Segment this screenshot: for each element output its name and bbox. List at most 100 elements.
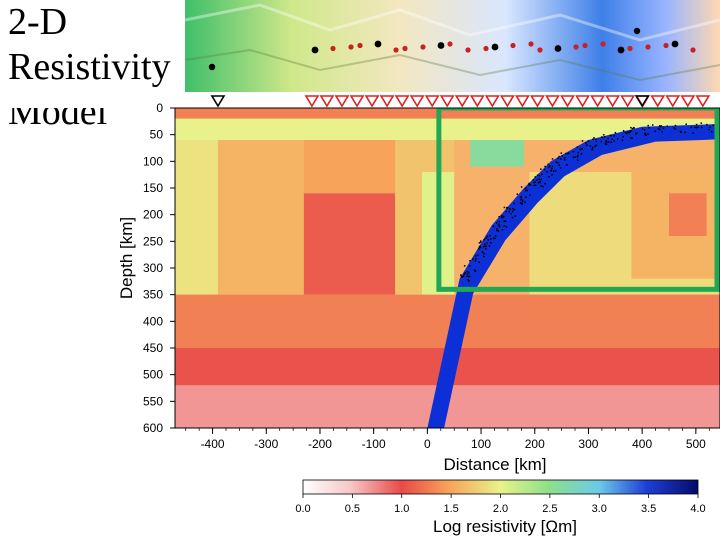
earthquake-dot <box>482 246 485 248</box>
earthquake-dot <box>648 127 650 129</box>
earthquake-dot <box>494 234 497 237</box>
volcano-dot <box>330 45 336 52</box>
earthquake-dot <box>483 255 485 258</box>
earthquake-dot <box>496 228 498 230</box>
earthquake-dot <box>685 123 687 125</box>
earthquake-dot <box>622 130 625 132</box>
earthquake-dot <box>541 173 543 176</box>
earthquake-dot <box>652 124 654 126</box>
resistivity-block-14 <box>470 140 525 167</box>
earthquake-dot <box>710 131 713 133</box>
earthquake-dot <box>552 170 555 172</box>
earthquake-dot <box>468 271 470 274</box>
earthquake-dot <box>595 138 597 141</box>
resistivity-block-3 <box>217 140 304 295</box>
station-marker <box>334 95 350 108</box>
earthquake-dot <box>558 155 560 158</box>
earthquake-dot <box>558 164 561 167</box>
earthquake-dot <box>503 225 505 227</box>
earthquake-dot <box>563 157 566 159</box>
earthquake-dot <box>579 148 581 151</box>
earthquake-dot <box>554 170 557 172</box>
earthquake-dot <box>680 131 682 134</box>
earthquake-dot <box>464 272 466 274</box>
earthquake-dot <box>607 137 609 140</box>
earthquake-dot <box>700 122 703 124</box>
x-tick-label: -100 <box>362 437 386 451</box>
earthquake-dot <box>580 148 583 150</box>
y-tick-label: 450 <box>143 341 163 355</box>
colorbar-tick-label: 3.0 <box>592 503 607 515</box>
earthquake-dot <box>509 208 511 211</box>
earthquake-dot <box>709 126 711 128</box>
earthquake-dot <box>576 146 579 148</box>
earthquake-dot <box>520 186 523 188</box>
earthquake-dot <box>477 248 480 250</box>
earthquake-dot <box>529 194 531 196</box>
station-marker <box>469 95 485 108</box>
station-marker <box>514 95 530 108</box>
earthquake-dot <box>659 128 661 131</box>
earthquake-dot <box>486 235 489 238</box>
earthquake-dot <box>548 166 550 169</box>
earthquake-dot <box>478 261 480 264</box>
earthquake-dot <box>477 254 479 257</box>
target-box <box>436 108 720 292</box>
station-marker <box>349 95 365 108</box>
earthquake-dot <box>528 182 530 185</box>
earthquake-dot <box>695 123 698 126</box>
earthquake-dot <box>565 152 567 155</box>
earthquake-dot <box>501 229 504 231</box>
earthquake-dot <box>563 159 566 161</box>
earthquake-dot <box>468 280 470 282</box>
x-tick-label: 200 <box>525 437 545 451</box>
earthquake-dot <box>534 176 537 178</box>
colorbar-tick-label: 2.0 <box>493 503 508 515</box>
volcano-dot <box>402 45 408 52</box>
volcano-dot <box>537 47 543 53</box>
earthquake-dot <box>461 276 463 278</box>
earthquake-dot <box>540 168 542 170</box>
earthquake-dot <box>463 265 466 267</box>
earthquake-dot <box>466 271 468 273</box>
earthquake-dot <box>708 128 710 131</box>
earthquake-dot <box>550 169 552 172</box>
earthquake-dot <box>555 161 558 163</box>
earthquake-dot <box>488 245 491 247</box>
earthquake-dot <box>510 213 512 215</box>
earthquake-dot <box>636 132 638 135</box>
earthquake-dot <box>560 152 563 154</box>
earthquake-dot <box>647 133 649 135</box>
earthquake-dot <box>645 134 647 136</box>
resistivity-block-10 <box>668 193 707 236</box>
volcano-dot <box>437 42 445 49</box>
earthquake-dot <box>501 217 503 219</box>
x-tick-label: 300 <box>578 437 598 451</box>
earthquake-dot <box>629 131 632 133</box>
earthquake-dot <box>630 130 632 132</box>
earthquake-dot <box>538 175 541 177</box>
earthquake-dot <box>498 223 501 226</box>
earthquake-dot <box>610 134 613 137</box>
volcano-dot <box>208 63 216 71</box>
earthquake-dot <box>630 126 632 129</box>
earthquake-dot <box>503 206 506 209</box>
earthquake-dot <box>513 202 515 205</box>
earthquake-dot <box>595 144 598 147</box>
earthquake-dot <box>543 168 546 171</box>
earthquake-dot <box>585 142 587 144</box>
earthquake-dot <box>528 184 530 186</box>
volcano-dot <box>573 44 579 50</box>
y-tick-label: 150 <box>143 181 163 195</box>
earthquake-dot <box>576 156 579 158</box>
earthquake-dot <box>469 260 471 262</box>
earthquake-dot <box>483 238 486 241</box>
earthquake-dot <box>463 273 465 276</box>
earthquake-dot <box>486 242 488 244</box>
earthquake-dot <box>577 154 579 157</box>
earthquake-dot <box>631 137 634 139</box>
y-axis: 0 50 100 150 200 250 300 350 400 450 500 550 600 <box>143 101 175 435</box>
earthquake-dot <box>534 181 537 183</box>
earthquake-dot <box>475 257 477 260</box>
